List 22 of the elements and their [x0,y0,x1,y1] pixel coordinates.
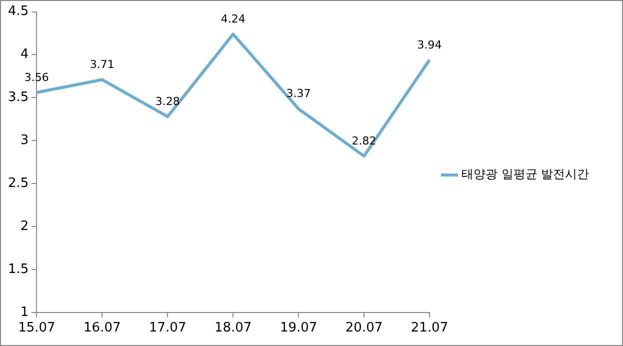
data-label: 3.71 [90,58,114,72]
x-tick-label: 18.07 [214,320,252,336]
x-tick-label: 19.07 [280,320,318,336]
y-tick-label: 2 [20,218,29,234]
data-label: 3.56 [24,70,49,84]
x-tick-label: 21.07 [410,320,448,336]
y-tick-label: 2.5 [8,176,29,191]
y-tick-label: 3.5 [8,90,29,106]
y-tick-label: 4.5 [8,4,29,20]
data-label: 3.37 [286,87,311,100]
legend-label: 태양광 일평균 발전시간 [461,167,612,182]
x-tick-label: 15.07 [18,320,56,336]
y-tick-label: 1 [20,304,29,320]
x-tick-label: 20.07 [345,320,383,336]
x-tick-label: 16.07 [84,320,121,336]
data-label: 4.24 [220,12,246,26]
y-tick-label: 4 [20,47,29,62]
y-tick-label: 3 [20,133,29,148]
x-tick-label: 17.07 [149,320,186,336]
data-label: 3.28 [155,94,180,108]
data-label: 3.94 [417,38,442,52]
y-tick-label: 1.5 [8,262,29,277]
